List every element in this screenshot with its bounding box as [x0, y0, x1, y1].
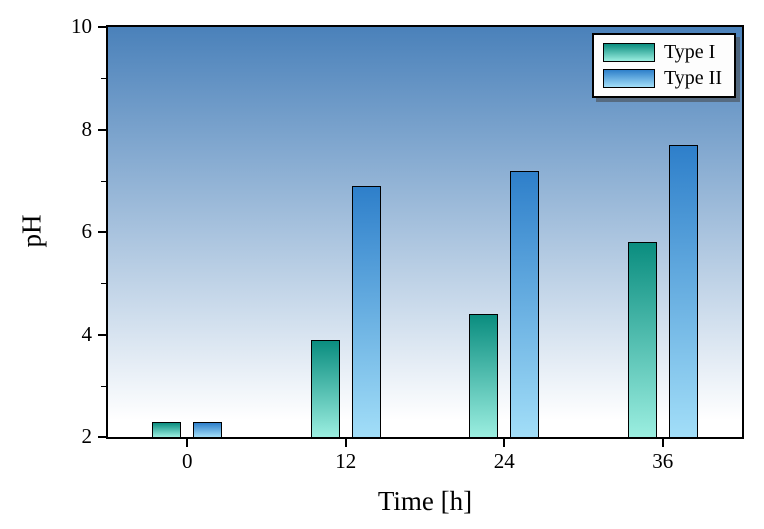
y-axis-minor-tick: [101, 385, 106, 387]
legend-swatch-type-ii: [602, 69, 655, 88]
y-axis-tick: [98, 333, 106, 336]
y-axis-minor-tick: [101, 283, 106, 285]
bar-type-i-12h: [310, 339, 340, 437]
legend-swatch-type-i: [602, 43, 655, 62]
y-axis-tick: [98, 231, 106, 233]
x-axis-tick: [344, 439, 347, 447]
x-axis-tick: [186, 439, 189, 447]
y-axis-minor-tick: [101, 78, 106, 80]
x-axis-title: Time [h]: [377, 486, 473, 516]
x-axis-tick: [661, 439, 664, 447]
bar-type-i-0h: [152, 421, 182, 437]
x-axis-tick: [503, 439, 506, 447]
bar-type-ii-36h: [668, 144, 698, 437]
y-axis-tick: [98, 128, 106, 131]
legend: Type I Type II: [591, 33, 736, 98]
y-axis-tick-label: 8: [81, 116, 93, 141]
y-axis-tick-label: 2: [81, 424, 93, 448]
y-axis-tick: [98, 26, 106, 28]
legend-item-type-ii: Type II: [602, 67, 722, 89]
x-axis-tick-label: 36: [652, 449, 674, 473]
x-axis-tick-label: 24: [493, 449, 515, 473]
y-axis-minor-tick: [101, 180, 106, 182]
bar-type-ii-24h: [510, 170, 540, 437]
bar-type-i-36h: [627, 242, 657, 437]
y-axis-tick: [98, 436, 106, 438]
x-axis-tick-label: 12: [335, 449, 357, 473]
plot-area: Type I Type II: [106, 25, 744, 439]
y-axis-tick-label: 10: [71, 14, 92, 38]
legend-label-type-ii: Type II: [663, 67, 722, 89]
y-axis-title: pH: [16, 214, 47, 248]
legend-item-type-i: Type I: [602, 41, 722, 63]
bar-type-ii-0h: [193, 421, 223, 437]
y-axis-tick-label: 4: [81, 321, 93, 346]
bar-type-i-24h: [469, 314, 499, 437]
legend-label-type-i: Type I: [663, 41, 716, 63]
bar-type-ii-12h: [351, 185, 381, 437]
x-axis-tick-label: 0: [182, 449, 193, 473]
y-axis-tick-label: 6: [81, 219, 93, 243]
